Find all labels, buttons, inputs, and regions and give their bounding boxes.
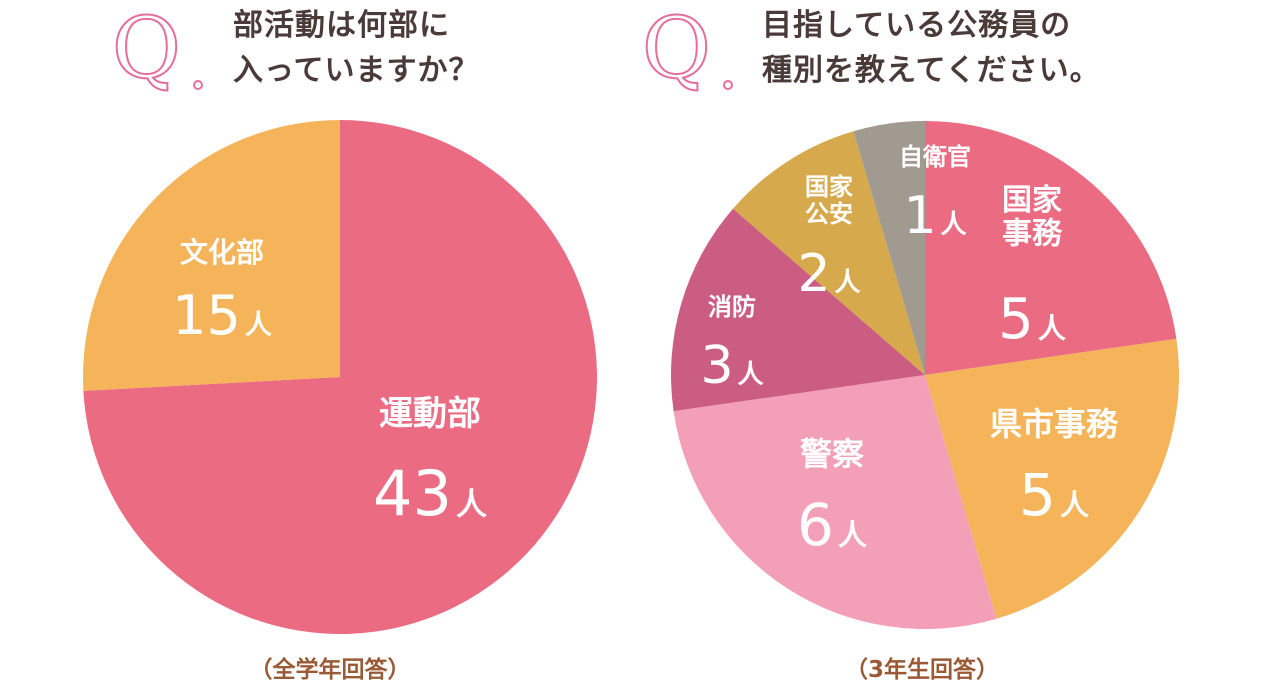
civil-service-question-line-2: 種別を教えてください。 bbox=[762, 53, 1101, 88]
civil-service-slice-2 bbox=[673, 375, 997, 629]
q-dot-icon bbox=[193, 80, 203, 90]
civil-service-slice-label-4-0: 国家 bbox=[805, 173, 853, 201]
civil-service-slice-5 bbox=[853, 121, 925, 375]
civil-service-slice-1 bbox=[925, 338, 1179, 619]
club-pie-chart: 運動部 43 人 文化部 15 人 bbox=[83, 120, 598, 634]
civil-service-slice-label-5-0: 自衛官 bbox=[899, 143, 971, 171]
civil-service-note: （3年生回答） bbox=[844, 657, 999, 683]
civil-service-slice-label-4-1: 公安 bbox=[805, 200, 853, 228]
q-dot-icon bbox=[723, 80, 733, 90]
club-question-line-1: 部活動は何部に bbox=[233, 8, 450, 43]
civil-service-slice-label-3-0: 消防 bbox=[708, 293, 756, 321]
civil-service-slice-0 bbox=[925, 121, 1177, 375]
civil-service-slice-label-0-0: 国家 bbox=[1002, 183, 1062, 218]
civil-service-question: 目指している公務員の 種別を教えてください。 bbox=[762, 3, 1101, 93]
civil-service-panel: Q 目指している公務員の 種別を教えてください。 国家 事務 5 人県市事務 5 人警察 6… bbox=[632, 0, 1265, 687]
civil-service-slice-4 bbox=[733, 131, 925, 375]
civil-service-slice-label-1-0: 県市事務 bbox=[990, 405, 1119, 443]
club-slice-value-1: 15 人 bbox=[172, 284, 272, 347]
club-slice-label-1-0: 文化部 bbox=[180, 236, 264, 269]
club-slice-value-0: 43 人 bbox=[373, 457, 487, 530]
q-mark-icon: Q bbox=[111, 0, 182, 97]
civil-service-slice-label-2-0: 警察 bbox=[800, 435, 864, 473]
club-slice-label-0-0: 運動部 bbox=[379, 394, 481, 434]
civil-service-slice-label-0-1: 事務 bbox=[1002, 217, 1063, 252]
civil-service-slice-3 bbox=[671, 208, 925, 412]
club-slice-1 bbox=[83, 120, 340, 391]
club-note: （全学年回答） bbox=[249, 657, 411, 683]
club-question-line-2: 入っていますか？ bbox=[233, 53, 480, 88]
club-slice-0 bbox=[83, 120, 598, 634]
civil-service-question-line-1: 目指している公務員の bbox=[762, 8, 1072, 43]
q-mark-icon: Q bbox=[641, 0, 712, 97]
club-question: 部活動は何部に 入っていますか？ bbox=[233, 3, 480, 93]
club-panel: Q 部活動は何部に 入っていますか？ 運動部 43 人 文化部 15 人 （全学年回答） bbox=[0, 0, 632, 687]
